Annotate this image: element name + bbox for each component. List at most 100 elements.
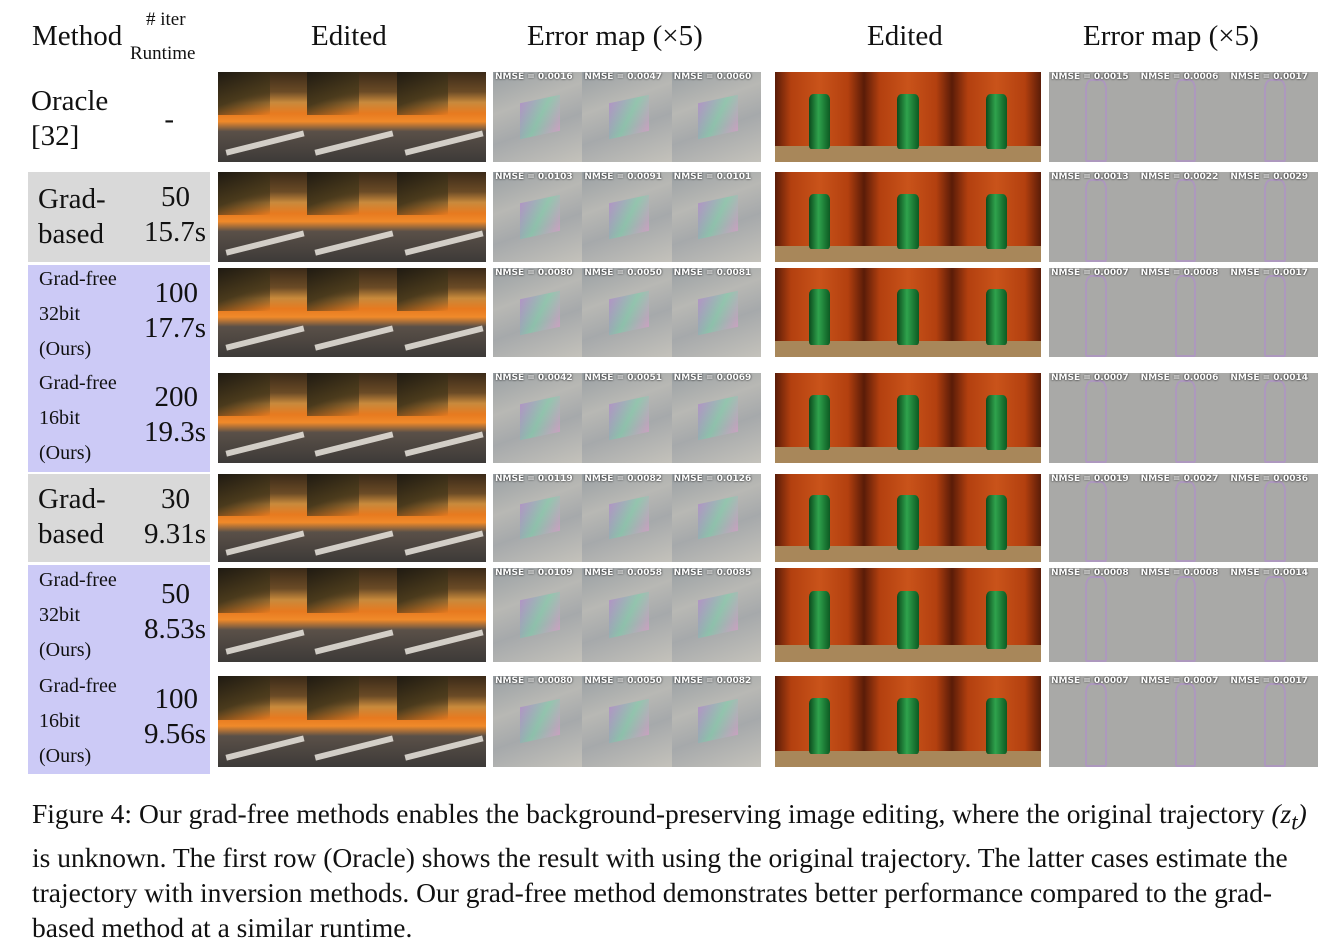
image-tile xyxy=(307,72,397,162)
result-row: Grad-free 16bit (Ours) 100 9.56s NMSE = … xyxy=(28,670,1320,774)
error-map-bottle: NMSE = 0.0007 NMSE = 0.0008 NMSE = 0.001… xyxy=(1049,268,1319,357)
image-tile xyxy=(218,172,308,262)
method-label: Grad-free 16bit (Ours) xyxy=(39,675,117,767)
image-tile xyxy=(307,268,397,357)
image-tile xyxy=(396,268,486,357)
error-tile: NMSE = 0.0109 xyxy=(493,568,583,662)
error-tile: NMSE = 0.0085 xyxy=(671,568,761,662)
image-tile xyxy=(863,373,953,463)
error-tile: NMSE = 0.0015 xyxy=(1049,72,1139,162)
iter-value: - xyxy=(164,103,174,135)
error-tile: NMSE = 0.0006 xyxy=(1138,72,1229,162)
method-label: Grad-free 32bit (Ours) xyxy=(39,268,117,360)
image-tile xyxy=(307,373,397,463)
col-header-error-2: Error map (×5) xyxy=(1083,20,1259,52)
error-tile: NMSE = 0.0101 xyxy=(671,172,761,262)
image-tile xyxy=(775,72,864,162)
error-tile: NMSE = 0.0007 xyxy=(1049,676,1139,767)
nmse-label: NMSE = 0.0014 xyxy=(1230,373,1308,383)
nmse-label: NMSE = 0.0015 xyxy=(1051,72,1129,82)
nmse-label: NMSE = 0.0017 xyxy=(1230,268,1308,278)
error-tile: NMSE = 0.0029 xyxy=(1228,172,1319,262)
nmse-label: NMSE = 0.0036 xyxy=(1230,474,1308,484)
nmse-label: NMSE = 0.0081 xyxy=(673,268,752,278)
edited-bottle-images xyxy=(775,172,1042,262)
caption-text: Figure 4: Our grad-free methods enables … xyxy=(32,798,1272,829)
nmse-label: NMSE = 0.0047 xyxy=(584,72,662,82)
image-tile xyxy=(218,676,308,767)
method-cell: Grad-free 16bit (Ours) 200 19.3s xyxy=(28,368,210,472)
error-tile: NMSE = 0.0080 xyxy=(493,268,583,357)
method-cell: Grad- based 30 9.31s xyxy=(28,474,210,562)
error-tile: NMSE = 0.0069 xyxy=(671,373,761,463)
nmse-label: NMSE = 0.0042 xyxy=(495,373,573,383)
error-tile: NMSE = 0.0006 xyxy=(1138,373,1229,463)
error-tile: NMSE = 0.0008 xyxy=(1138,268,1229,357)
edited-bus-images xyxy=(218,474,486,562)
runtime-value: 15.7s xyxy=(143,216,206,248)
edited-bus-images xyxy=(218,72,486,162)
error-tile: NMSE = 0.0019 xyxy=(1049,474,1139,562)
edited-bus-images xyxy=(218,676,486,767)
nmse-label: NMSE = 0.0103 xyxy=(495,172,573,182)
nmse-label: NMSE = 0.0017 xyxy=(1230,676,1308,686)
nmse-label: NMSE = 0.0069 xyxy=(673,373,752,383)
error-map-bus: NMSE = 0.0016 NMSE = 0.0047 NMSE = 0.006… xyxy=(493,72,761,162)
image-tile xyxy=(863,172,953,262)
error-map-bus: NMSE = 0.0109 NMSE = 0.0058 NMSE = 0.008… xyxy=(493,568,761,662)
nmse-label: NMSE = 0.0101 xyxy=(673,172,752,182)
nmse-label: NMSE = 0.0022 xyxy=(1140,172,1219,182)
edited-bus-images xyxy=(218,568,486,662)
caption-symbol-base: (z xyxy=(1271,798,1292,829)
image-tile xyxy=(775,373,864,463)
image-tile xyxy=(775,268,864,357)
nmse-label: NMSE = 0.0013 xyxy=(1051,172,1129,182)
nmse-label: NMSE = 0.0050 xyxy=(584,268,662,278)
error-tile: NMSE = 0.0007 xyxy=(1049,373,1139,463)
method-cell: Grad- based 50 15.7s xyxy=(28,172,210,262)
error-tile: NMSE = 0.0103 xyxy=(493,172,583,262)
edited-bus-images xyxy=(218,268,486,357)
error-tile: NMSE = 0.0126 xyxy=(671,474,761,562)
nmse-label: NMSE = 0.0082 xyxy=(584,474,662,484)
error-tile: NMSE = 0.0014 xyxy=(1228,373,1319,463)
col-header-edited-1: Edited xyxy=(311,20,387,52)
error-tile: NMSE = 0.0022 xyxy=(1138,172,1229,262)
nmse-label: NMSE = 0.0051 xyxy=(584,373,662,383)
error-tile: NMSE = 0.0008 xyxy=(1049,568,1139,662)
image-tile xyxy=(218,568,308,662)
edited-bottle-images xyxy=(775,373,1042,463)
runtime-value: 8.53s xyxy=(143,613,206,645)
image-tile xyxy=(396,676,486,767)
nmse-label: NMSE = 0.0007 xyxy=(1051,676,1129,686)
image-tile xyxy=(307,568,397,662)
method-label: Grad- based xyxy=(38,183,106,250)
caption-symbol-close: ) xyxy=(1297,798,1307,829)
error-map-bottle: NMSE = 0.0008 NMSE = 0.0008 NMSE = 0.001… xyxy=(1049,568,1319,662)
nmse-label: NMSE = 0.0109 xyxy=(495,568,573,578)
error-tile: NMSE = 0.0051 xyxy=(582,373,672,463)
result-row: Grad-free 16bit (Ours) 200 19.3s NMSE = … xyxy=(28,368,1320,472)
nmse-label: NMSE = 0.0126 xyxy=(673,474,752,484)
error-tile: NMSE = 0.0091 xyxy=(582,172,672,262)
nmse-label: NMSE = 0.0016 xyxy=(495,72,573,82)
result-row: Grad-free 32bit (Ours) 100 17.7s NMSE = … xyxy=(28,265,1320,368)
error-tile: NMSE = 0.0082 xyxy=(671,676,761,767)
image-tile xyxy=(863,72,953,162)
image-tile xyxy=(952,268,1042,357)
image-tile xyxy=(952,474,1042,562)
image-tile xyxy=(775,676,864,767)
nmse-label: NMSE = 0.0082 xyxy=(673,676,752,686)
error-tile: NMSE = 0.0080 xyxy=(493,676,583,767)
image-tile xyxy=(775,474,864,562)
result-row: Grad- based 50 15.7s NMSE = 0.0103 NMSE … xyxy=(28,172,1320,262)
image-tile xyxy=(307,676,397,767)
nmse-label: NMSE = 0.0080 xyxy=(495,676,573,686)
error-tile: NMSE = 0.0014 xyxy=(1228,568,1319,662)
error-map-bottle: NMSE = 0.0007 NMSE = 0.0007 NMSE = 0.001… xyxy=(1049,676,1319,767)
col-header-edited-2: Edited xyxy=(867,20,943,52)
image-tile xyxy=(952,676,1042,767)
nmse-label: NMSE = 0.0119 xyxy=(495,474,573,484)
image-tile xyxy=(396,373,486,463)
edited-bottle-images xyxy=(775,676,1042,767)
